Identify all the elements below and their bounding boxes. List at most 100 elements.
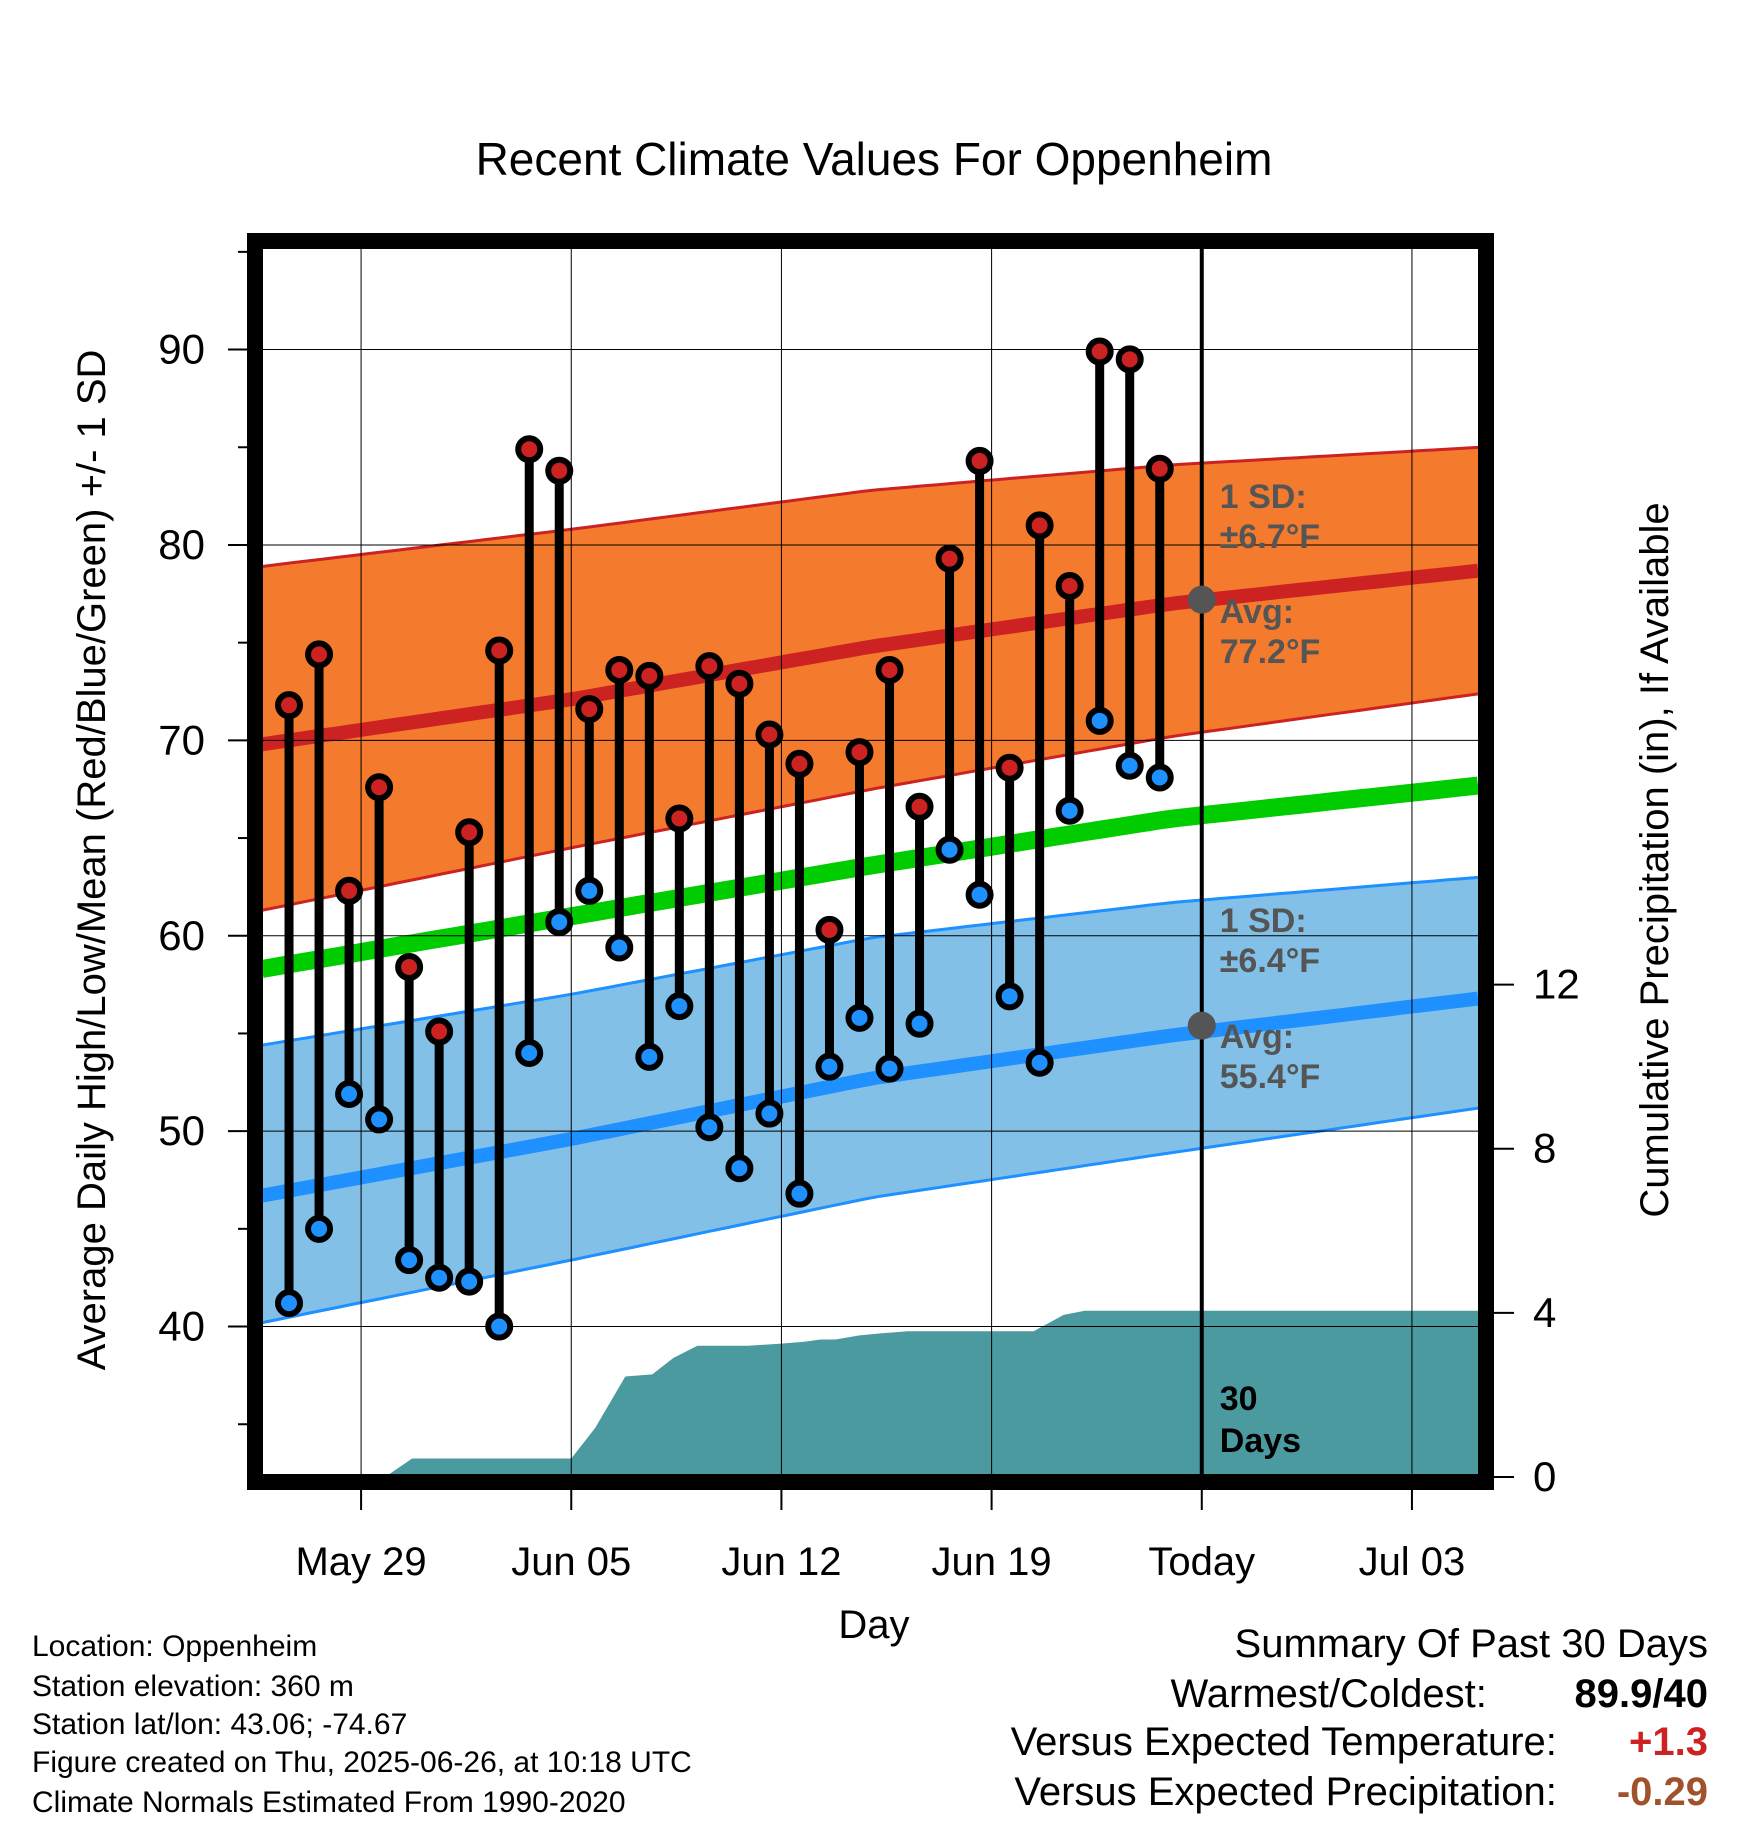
obs-low-point-28: [1115, 751, 1144, 780]
obs-high-point-5: [425, 1017, 454, 1046]
info-elevation: Station elevation: 360 m: [32, 1670, 354, 1703]
y-tick-label-0: 40: [158, 1303, 205, 1350]
obs-low-point-9: [545, 908, 574, 937]
high-sd-upper-line: [262, 445, 1479, 568]
x-axis-label: Day: [838, 1603, 909, 1647]
y2-tick-label-3: 12: [1533, 961, 1580, 1008]
obs-high-point-0: [275, 691, 304, 720]
obs-high-point-26: [1055, 571, 1084, 600]
y-tick-label-5: 90: [158, 326, 205, 373]
obs-low-point-25: [1025, 1048, 1054, 1077]
high-sd-label: 1 SD:: [1220, 478, 1307, 516]
y2-tick-label-1: 4: [1533, 1289, 1556, 1336]
obs-low-point-18: [815, 1052, 844, 1081]
precipitation-area: [262, 1310, 1481, 1477]
obs-low-point-29: [1145, 763, 1174, 792]
obs-low-point-11: [605, 933, 634, 962]
plot-area: [262, 246, 1481, 1477]
obs-high-point-29: [1145, 454, 1174, 483]
obs-high-point-11: [605, 656, 634, 685]
high-avg-marker: [1187, 585, 1216, 614]
obs-high-point-25: [1025, 511, 1054, 540]
obs-high-point-23: [965, 446, 994, 475]
y2-tick-label-0: 0: [1533, 1453, 1556, 1500]
summary-temp-value: +1.3: [1629, 1720, 1708, 1764]
obs-high-point-28: [1115, 345, 1144, 374]
summary-title: Summary Of Past 30 Days: [1234, 1622, 1708, 1666]
obs-low-point-17: [785, 1179, 814, 1208]
obs-high-point-8: [515, 435, 544, 464]
today-note-unit: Days: [1220, 1422, 1301, 1460]
today-note-count: 30: [1220, 1380, 1258, 1418]
obs-high-point-14: [695, 652, 724, 681]
obs-low-point-26: [1055, 796, 1084, 825]
summary-precip-value: -0.29: [1616, 1770, 1708, 1814]
high-avg-label: Avg:: [1220, 593, 1294, 631]
high-avg-value: 77.2°F: [1220, 633, 1321, 671]
obs-high-point-7: [485, 636, 514, 665]
summary-temp: Versus Expected Temperature: +1.3: [1011, 1722, 1708, 1762]
y-tick-label-3: 70: [158, 716, 205, 763]
obs-low-point-14: [695, 1113, 724, 1142]
obs-high-point-1: [305, 640, 334, 669]
summary-precip: Versus Expected Precipitation: -0.29: [1014, 1772, 1708, 1812]
obs-low-point-13: [665, 992, 694, 1021]
summary-warm-cold-value: 89.9/40: [1574, 1672, 1708, 1716]
x-tick-label-2: Jun 12: [721, 1540, 841, 1584]
obs-high-point-13: [665, 804, 694, 833]
obs-high-point-3: [365, 773, 394, 802]
avg-high-line: [262, 563, 1479, 752]
obs-low-point-7: [485, 1312, 514, 1341]
obs-low-point-0: [275, 1289, 304, 1318]
obs-low-point-22: [935, 835, 964, 864]
x-tick-label-0: May 29: [295, 1540, 426, 1584]
obs-high-point-10: [575, 695, 604, 724]
x-tick-label-4: Today: [1148, 1540, 1255, 1584]
obs-high-point-18: [815, 915, 844, 944]
obs-low-point-4: [395, 1246, 424, 1275]
low-avg-value: 55.4°F: [1220, 1058, 1321, 1096]
info-location: Location: Oppenheim: [32, 1630, 318, 1663]
obs-low-point-2: [335, 1080, 364, 1109]
y-axis-label: Average Daily High/Low/Mean (Red/Blue/Gr…: [70, 350, 114, 1371]
obs-low-point-10: [575, 876, 604, 905]
obs-high-point-19: [845, 738, 874, 767]
x-tick-label-3: Jun 19: [932, 1540, 1052, 1584]
info-normals: Climate Normals Estimated From 1990-2020: [32, 1786, 626, 1819]
summary-temp-label: Versus Expected Temperature:: [1010, 1720, 1557, 1764]
obs-low-point-6: [455, 1267, 484, 1296]
obs-high-point-2: [335, 876, 364, 905]
y2-axis-label: Cumulative Precipitation (in), If Availa…: [1633, 502, 1677, 1217]
obs-high-point-12: [635, 661, 664, 690]
obs-low-point-1: [305, 1214, 334, 1243]
high-sd-value: ±6.7°F: [1220, 518, 1320, 556]
obs-low-point-19: [845, 1003, 874, 1032]
obs-high-point-6: [455, 818, 484, 847]
low-avg-marker: [1187, 1011, 1216, 1040]
info-created: Figure created on Thu, 2025-06-26, at 10…: [32, 1746, 692, 1779]
y-tick-label-2: 60: [158, 912, 205, 959]
obs-low-point-23: [965, 880, 994, 909]
summary-warm-cold: Warmest/Coldest: 89.9/40: [1171, 1674, 1709, 1714]
obs-high-point-15: [725, 669, 754, 698]
chart-title: Recent Climate Values For Oppenheim: [476, 133, 1273, 185]
low-sd-value: ±6.4°F: [1220, 942, 1320, 980]
summary-precip-label: Versus Expected Precipitation:: [1014, 1770, 1557, 1814]
x-tick-label-1: Jun 05: [511, 1540, 631, 1584]
obs-high-point-9: [545, 456, 574, 485]
low-sd-band: [262, 877, 1478, 1323]
low-avg-label: Avg:: [1220, 1018, 1294, 1056]
obs-low-point-5: [425, 1263, 454, 1292]
obs-low-point-3: [365, 1105, 394, 1134]
x-tick-label-5: Jul 03: [1359, 1540, 1466, 1584]
obs-low-point-12: [635, 1042, 664, 1071]
y2-tick-label-2: 8: [1533, 1125, 1556, 1172]
obs-low-point-15: [725, 1154, 754, 1183]
obs-low-point-8: [515, 1038, 544, 1067]
obs-high-point-27: [1085, 337, 1114, 366]
low-sd-label: 1 SD:: [1220, 902, 1307, 940]
y-tick-label-1: 50: [158, 1107, 205, 1154]
plot-frame: [247, 233, 1494, 1490]
obs-high-point-17: [785, 749, 814, 778]
